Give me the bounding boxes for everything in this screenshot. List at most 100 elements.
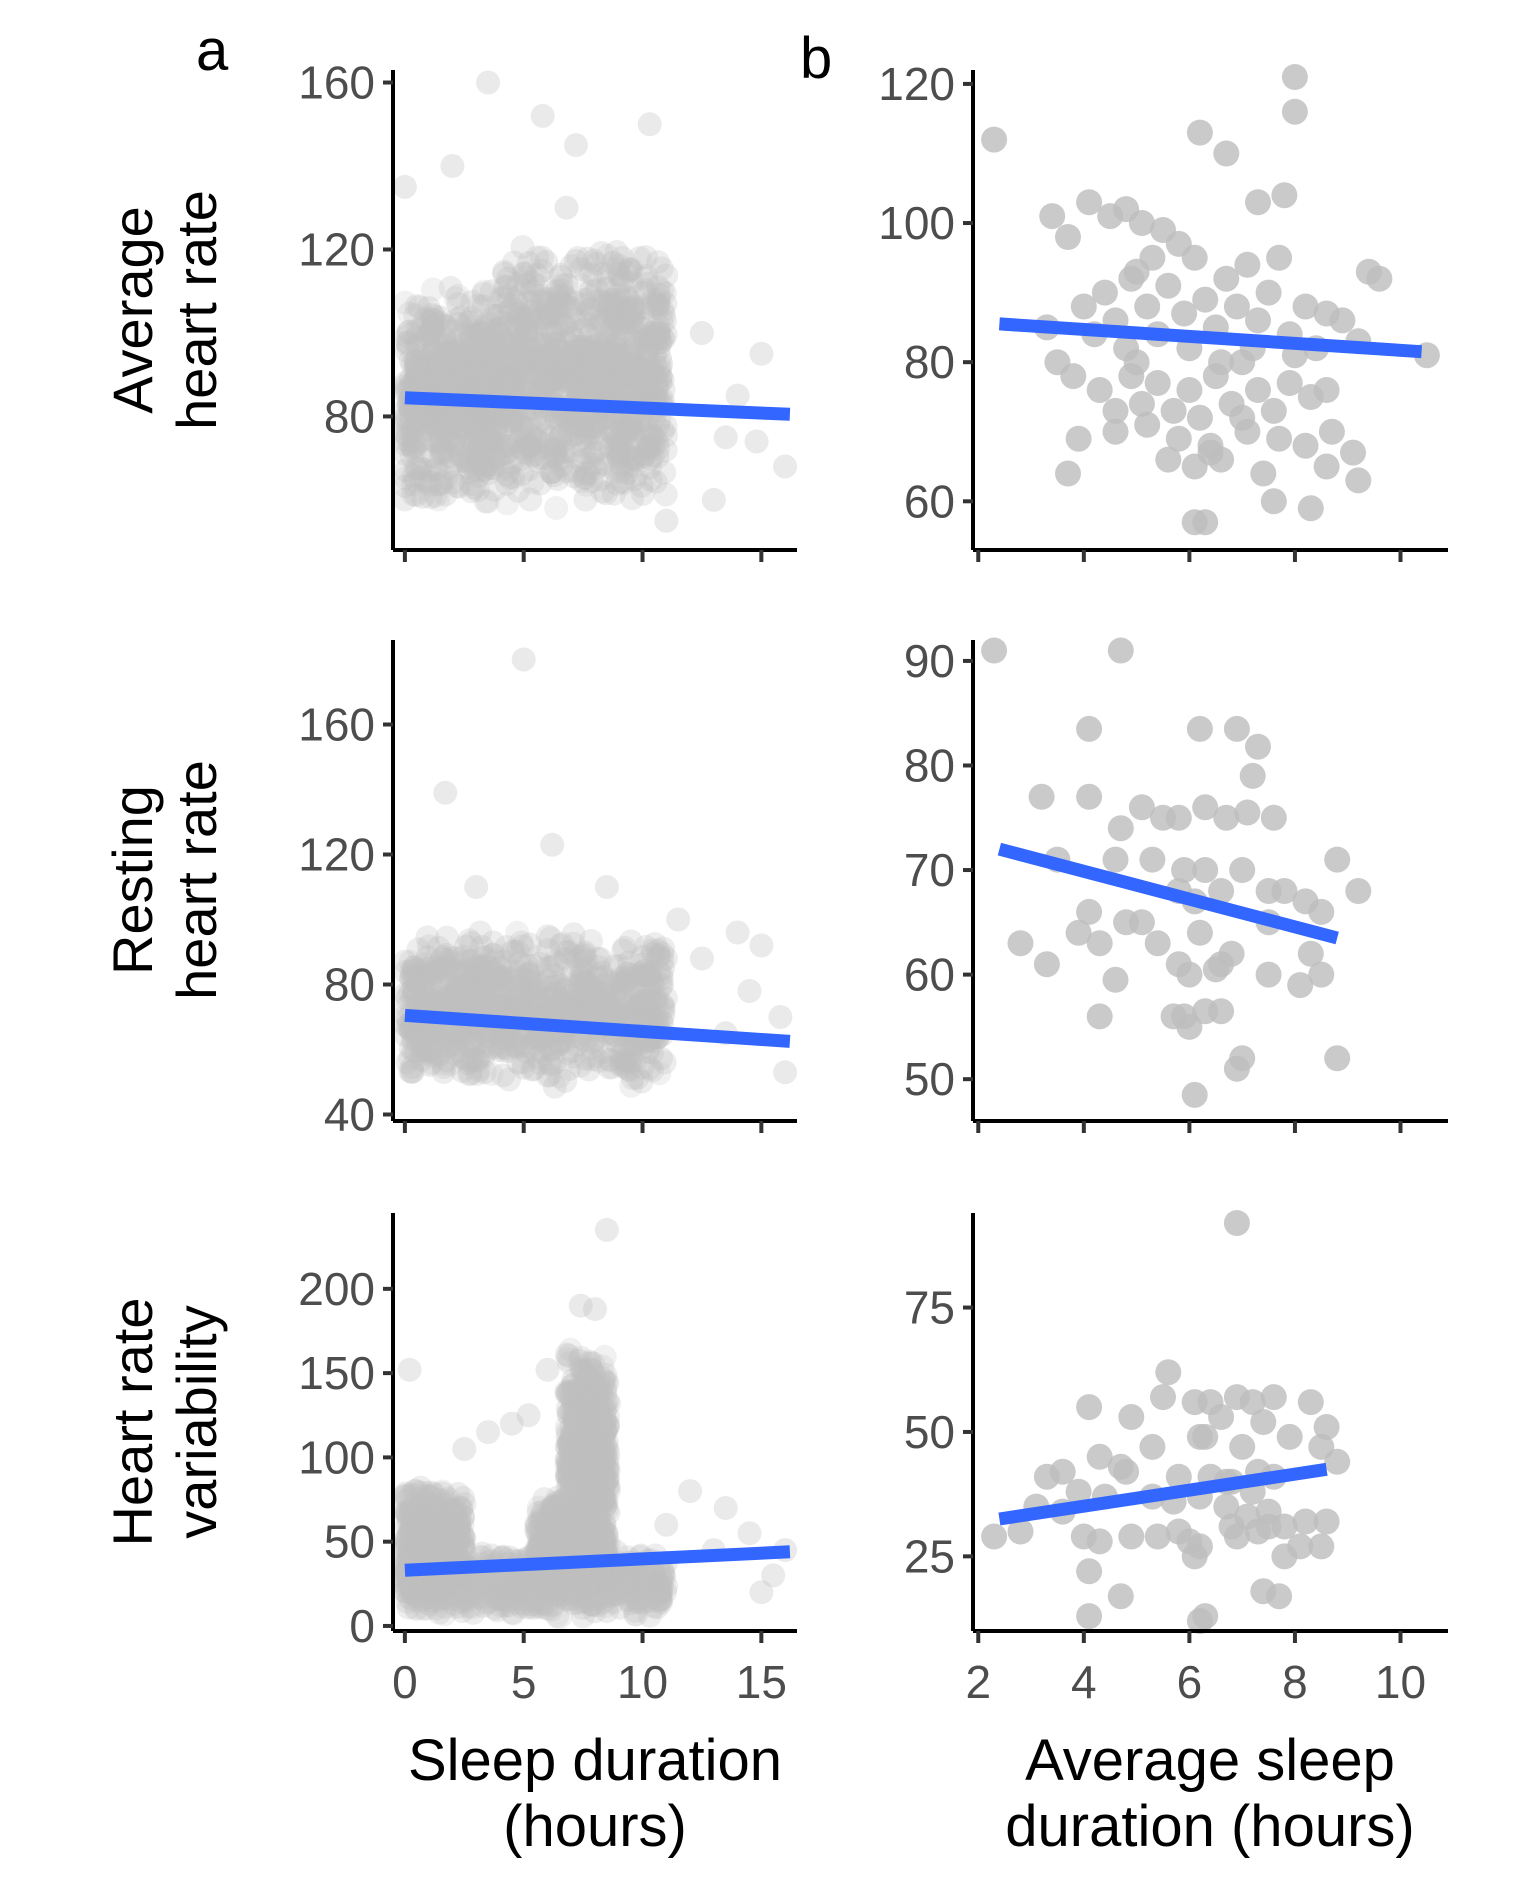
data-point	[419, 361, 444, 386]
data-point	[394, 338, 419, 363]
data-point	[577, 339, 602, 364]
data-point	[475, 370, 500, 394]
data-point	[623, 447, 648, 472]
data-point	[1086, 1003, 1113, 1030]
data-point	[507, 365, 532, 390]
data-point	[427, 412, 452, 437]
data-point	[425, 426, 450, 451]
data-point	[426, 355, 451, 380]
data-point	[528, 362, 553, 387]
data-point	[548, 350, 573, 375]
data-point	[645, 369, 670, 394]
data-point	[646, 321, 671, 346]
data-point	[471, 375, 496, 400]
data-point	[1102, 966, 1129, 993]
data-point	[539, 370, 564, 395]
data-point	[412, 347, 437, 372]
data-point	[543, 441, 568, 465]
y-tick-label: 50	[324, 1516, 375, 1568]
data-point	[420, 362, 445, 387]
data-point	[648, 369, 673, 394]
data-point	[442, 432, 467, 457]
data-point	[509, 414, 534, 439]
data-point	[445, 283, 470, 308]
data-point	[393, 428, 418, 453]
data-point	[457, 417, 482, 442]
data-point	[398, 367, 423, 391]
data-point	[609, 270, 634, 295]
data-point-outlier	[516, 1403, 541, 1428]
data-point	[1313, 453, 1340, 480]
data-point	[515, 360, 540, 385]
data-point	[1144, 370, 1171, 396]
data-point	[628, 329, 653, 354]
data-point	[535, 292, 560, 316]
data-point	[1107, 815, 1134, 842]
data-point	[424, 406, 449, 431]
data-point	[603, 296, 628, 321]
data-point	[455, 347, 480, 371]
data-point	[486, 319, 511, 344]
data-point	[587, 410, 612, 435]
data-point	[493, 274, 518, 299]
data-point	[1033, 1463, 1060, 1490]
data-point	[570, 416, 595, 441]
data-point	[619, 446, 644, 471]
data-point	[502, 330, 527, 355]
data-point	[578, 348, 603, 373]
data-point	[1313, 1508, 1340, 1535]
data-point	[566, 421, 590, 446]
data-point	[632, 370, 657, 395]
data-point	[594, 331, 619, 356]
data-point	[483, 412, 508, 437]
data-point	[632, 988, 657, 1013]
data-point	[458, 323, 483, 348]
data-point	[544, 279, 569, 304]
data-point	[483, 351, 508, 376]
data-point	[554, 360, 579, 385]
data-point	[459, 479, 484, 504]
data-point	[585, 362, 610, 387]
data-point	[413, 370, 438, 395]
data-point	[544, 496, 569, 520]
data-point	[572, 447, 597, 472]
y-tick-label: 70	[904, 844, 955, 896]
data-point	[436, 411, 461, 436]
data-point	[606, 342, 631, 367]
data-point	[604, 326, 629, 351]
data-point	[1186, 715, 1213, 742]
data-point	[632, 363, 657, 388]
row-title-line: Resting	[101, 785, 164, 975]
data-point-outlier	[737, 979, 762, 1003]
data-point	[485, 445, 510, 470]
data-point	[406, 333, 431, 358]
data-point	[544, 431, 569, 456]
data-point	[439, 414, 464, 439]
y-tick-label: 120	[298, 829, 375, 881]
data-point	[1234, 251, 1261, 278]
data-point-outlier	[476, 70, 501, 95]
data-point	[600, 304, 625, 328]
data-point	[517, 348, 542, 373]
data-point	[422, 407, 447, 432]
data-point	[500, 429, 525, 453]
data-point	[545, 467, 570, 492]
data-point	[597, 372, 622, 397]
data-point	[653, 291, 678, 316]
data-point	[471, 419, 496, 444]
data-point	[505, 430, 530, 454]
data-point	[616, 308, 641, 333]
data-point	[467, 417, 492, 442]
data-point	[635, 1587, 660, 1612]
row-title-line: heart rate	[165, 190, 228, 430]
data-point	[631, 442, 656, 467]
data-point	[478, 364, 503, 388]
y-tick-label: 100	[298, 1431, 375, 1483]
data-point	[395, 330, 420, 355]
data-point	[554, 328, 578, 353]
data-point	[571, 413, 596, 438]
y-tick-label: 75	[904, 1282, 955, 1334]
data-point	[435, 456, 460, 481]
data-point	[510, 371, 535, 396]
data-point	[647, 1061, 672, 1086]
